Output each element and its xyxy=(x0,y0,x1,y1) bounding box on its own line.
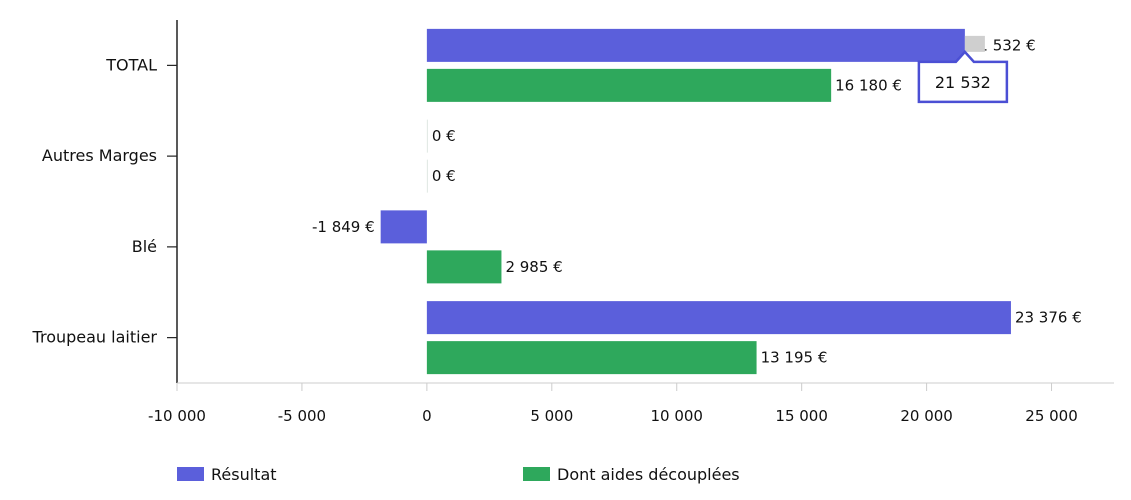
legend-swatch-0[interactable] xyxy=(177,467,204,481)
category-label-2: Blé xyxy=(132,237,157,256)
bar-1-3[interactable] xyxy=(426,341,757,375)
bar-1-2[interactable] xyxy=(426,250,502,284)
x-tick-label-2: 0 xyxy=(422,407,432,425)
bar-0-2[interactable] xyxy=(380,210,427,244)
x-tick-label-5: 15 000 xyxy=(775,407,828,425)
data-label-1-2: 2 985 € xyxy=(505,258,562,276)
legend-label-1[interactable]: Dont aides découplées xyxy=(557,465,740,484)
data-label-0-3: 23 376 € xyxy=(1015,309,1082,327)
legend-swatch-1[interactable] xyxy=(523,467,550,481)
bar-1-1[interactable] xyxy=(426,159,428,193)
x-tick-label-7: 25 000 xyxy=(1025,407,1078,425)
x-tick-label-6: 20 000 xyxy=(900,407,953,425)
tooltip: 21 532 xyxy=(917,35,1009,104)
x-tick-label-3: 5 000 xyxy=(530,407,573,425)
x-tick-label-1: -5 000 xyxy=(278,407,326,425)
bar-1-0[interactable] xyxy=(426,68,832,102)
category-label-1: Autres Marges xyxy=(42,146,157,165)
tooltip-highlight xyxy=(964,35,985,52)
data-label-1-3: 13 195 € xyxy=(761,349,828,367)
labels-layer: 21 532 € 16 180 € 0 € 0 € -1 849 € 2 985 € 23 … xyxy=(312,36,1082,366)
bar-0-1[interactable] xyxy=(426,119,428,153)
legend: Résultat Dont aides découplées xyxy=(177,465,740,484)
data-label-0-1: 0 € xyxy=(432,127,456,145)
axes-layer: TOTAL Autres Marges Blé Troupeau laitier -10… xyxy=(32,20,1114,425)
x-tick-label-4: 10 000 xyxy=(650,407,703,425)
category-label-3: Troupeau laitier xyxy=(32,328,158,347)
tooltip-value: 21 532 xyxy=(935,73,991,92)
x-tick-label-0: -10 000 xyxy=(148,407,206,425)
bar-0-0[interactable] xyxy=(426,28,965,62)
bars-layer xyxy=(380,28,1011,375)
data-label-1-1: 0 € xyxy=(432,167,456,185)
data-label-0-2: -1 849 € xyxy=(312,218,375,236)
data-label-0-0: 21 532 € xyxy=(969,36,1036,54)
data-label-1-0: 16 180 € xyxy=(835,76,902,94)
category-label-0: TOTAL xyxy=(105,55,157,74)
legend-label-0[interactable]: Résultat xyxy=(211,465,277,484)
tooltip-box xyxy=(917,50,1009,104)
bar-0-3[interactable] xyxy=(426,301,1011,335)
